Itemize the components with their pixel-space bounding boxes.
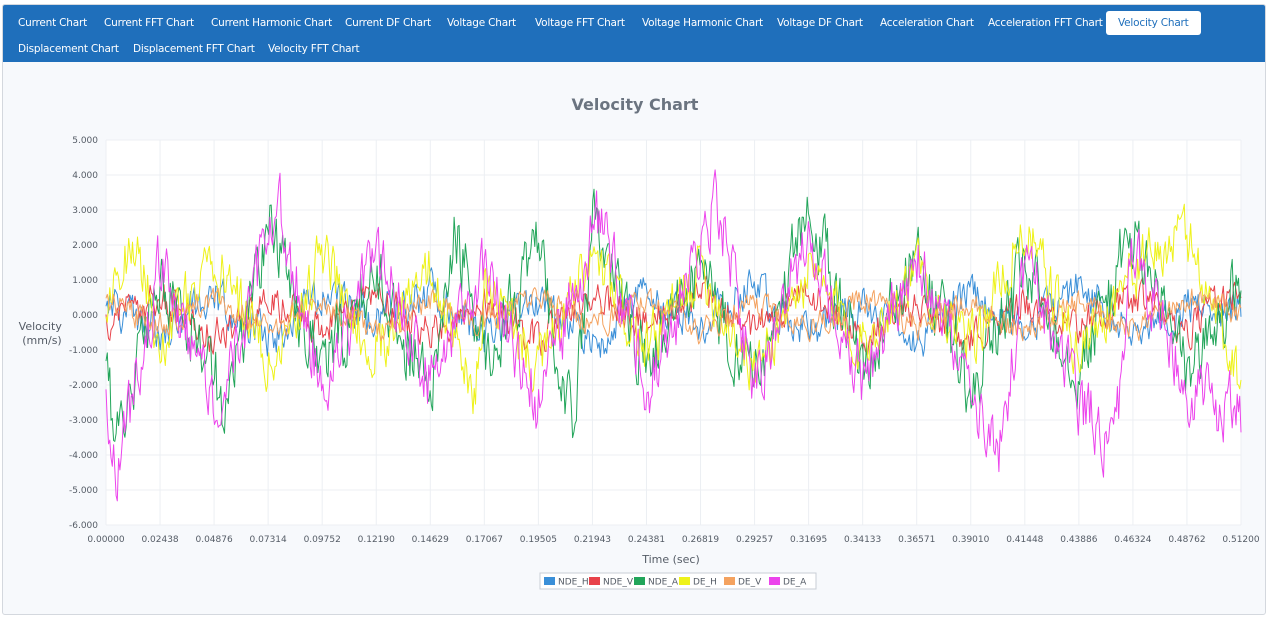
tab-current-harmonic-chart[interactable]: Current Harmonic Chart bbox=[211, 17, 333, 29]
x-tick-label: 0.17067 bbox=[466, 535, 503, 545]
x-tick-label: 0.00000 bbox=[87, 535, 124, 545]
y-axis-label-line-1: Velocity bbox=[19, 320, 63, 333]
x-tick-label: 0.46324 bbox=[1114, 535, 1151, 545]
x-tick-label: 0.24381 bbox=[628, 535, 665, 545]
legend-label[interactable]: NDE_A bbox=[648, 578, 679, 588]
tab-displacement-fft-chart[interactable]: Displacement FFT Chart bbox=[133, 43, 255, 55]
tab-voltage-fft-chart[interactable]: Voltage FFT Chart bbox=[535, 17, 625, 29]
legend-label[interactable]: DE_V bbox=[738, 578, 762, 588]
tab-current-fft-chart[interactable]: Current FFT Chart bbox=[104, 17, 194, 29]
x-tick-label: 0.07314 bbox=[250, 535, 287, 545]
tab-velocity-fft-chart[interactable]: Velocity FFT Chart bbox=[268, 43, 360, 55]
y-axis-label-line-2: (mm/s) bbox=[22, 334, 61, 347]
y-tick-label: -1.000 bbox=[69, 346, 98, 356]
legend-label[interactable]: DE_H bbox=[693, 578, 717, 588]
legend-swatch bbox=[724, 577, 735, 585]
y-tick-label: 4.000 bbox=[72, 171, 98, 181]
legend-swatch bbox=[769, 577, 780, 585]
x-tick-label: 0.43886 bbox=[1060, 535, 1097, 545]
x-tick-label: 0.02438 bbox=[141, 535, 178, 545]
legend-label[interactable]: NDE_V bbox=[603, 578, 634, 588]
y-tick-label: 2.000 bbox=[72, 241, 98, 251]
chart-legend: NDE_H NDE_V NDE_A DE_H DE_V DE_A bbox=[539, 572, 817, 590]
y-tick-label: -3.000 bbox=[69, 416, 98, 426]
tab-voltage-harmonic-chart[interactable]: Voltage Harmonic Chart bbox=[642, 17, 763, 29]
x-tick-label: 0.41448 bbox=[1006, 535, 1043, 545]
x-tick-label: 0.34133 bbox=[844, 535, 881, 545]
x-tick-label: 0.36571 bbox=[898, 535, 935, 545]
x-tick-label: 0.09752 bbox=[304, 535, 341, 545]
x-tick-label: 0.12190 bbox=[358, 535, 395, 545]
x-tick-label: 0.39010 bbox=[952, 535, 989, 545]
velocity-chart-area: Velocity Chart 0.00000 0.02438 0.04876 0.07… bbox=[3, 62, 1265, 614]
legend-label[interactable]: DE_A bbox=[783, 578, 807, 588]
y-tick-label: -6.000 bbox=[69, 521, 98, 531]
x-tick-label: 0.21943 bbox=[574, 535, 611, 545]
legend-swatch bbox=[679, 577, 690, 585]
tab-acceleration-fft-chart[interactable]: Acceleration FFT Chart bbox=[988, 17, 1103, 29]
y-tick-label: -2.000 bbox=[69, 381, 98, 391]
x-tick-label: 0.04876 bbox=[195, 535, 232, 545]
x-axis-label: Time (sec) bbox=[641, 553, 700, 566]
chart-panel: Current Chart Current FFT Chart Current … bbox=[2, 4, 1266, 615]
legend-swatch bbox=[589, 577, 600, 585]
tab-velocity-chart[interactable]: Velocity Chart bbox=[1106, 11, 1201, 35]
x-tick-label: 0.26819 bbox=[682, 535, 719, 545]
y-tick-label: 1.000 bbox=[72, 276, 98, 286]
y-tick-label: 5.000 bbox=[72, 136, 98, 146]
y-tick-label: 3.000 bbox=[72, 206, 98, 216]
x-tick-label: 0.48762 bbox=[1168, 535, 1205, 545]
y-tick-label: 0.000 bbox=[72, 311, 98, 321]
y-tick-label: -5.000 bbox=[69, 486, 98, 496]
legend-swatch bbox=[634, 577, 645, 585]
y-tick-label: -4.000 bbox=[69, 451, 98, 461]
tab-displacement-chart[interactable]: Displacement Chart bbox=[18, 43, 119, 55]
legend-box bbox=[539, 572, 817, 590]
legend-swatch bbox=[544, 577, 555, 585]
x-tick-label: 0.14629 bbox=[412, 535, 449, 545]
chart-title: Velocity Chart bbox=[572, 95, 699, 114]
tab-acceleration-chart[interactable]: Acceleration Chart bbox=[880, 17, 974, 29]
chart-tab-bar: Current Chart Current FFT Chart Current … bbox=[3, 5, 1265, 62]
legend-label[interactable]: NDE_H bbox=[558, 578, 589, 588]
series-line-de-v bbox=[105, 287, 1242, 345]
x-tick-label: 0.31695 bbox=[790, 535, 827, 545]
x-tick-label: 0.51200 bbox=[1222, 535, 1259, 545]
tab-current-chart[interactable]: Current Chart bbox=[18, 17, 88, 29]
tab-voltage-chart[interactable]: Voltage Chart bbox=[447, 17, 516, 29]
series-line-de-h bbox=[105, 203, 1242, 415]
x-tick-label: 0.19505 bbox=[520, 535, 557, 545]
x-tick-label: 0.29257 bbox=[736, 535, 773, 545]
y-axis-label: Velocity (mm/s) bbox=[19, 320, 66, 347]
tab-voltage-df-chart[interactable]: Voltage DF Chart bbox=[777, 17, 863, 29]
tab-current-df-chart[interactable]: Current DF Chart bbox=[345, 17, 431, 29]
series-line-de-a bbox=[105, 169, 1242, 502]
velocity-line-chart: Velocity Chart 0.00000 0.02438 0.04876 0.07… bbox=[19, 95, 1260, 590]
series-line-nde-a bbox=[105, 188, 1242, 442]
